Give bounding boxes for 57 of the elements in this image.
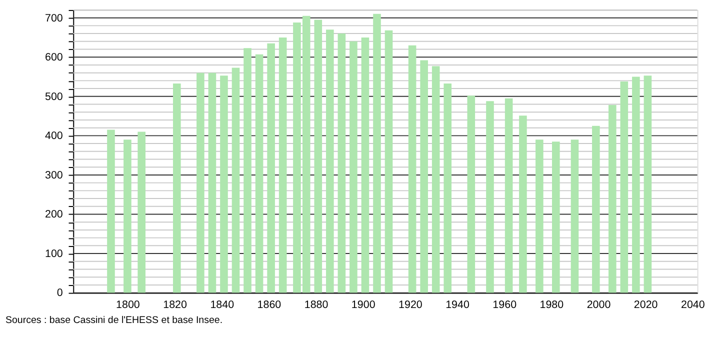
bar xyxy=(644,76,652,293)
x-tick-label: 1840 xyxy=(210,298,234,311)
bar xyxy=(570,140,579,293)
x-tick-label: 1920 xyxy=(398,298,422,311)
bar xyxy=(361,37,370,293)
y-tick-label: 0 xyxy=(56,287,63,300)
x-tick-label: 1980 xyxy=(540,298,564,311)
bar xyxy=(338,34,346,293)
bar xyxy=(420,60,428,293)
bar xyxy=(208,72,216,293)
bar xyxy=(244,48,252,293)
bar xyxy=(620,81,628,293)
x-tick-label: 2040 xyxy=(681,298,705,311)
x-tick-label: 1940 xyxy=(446,298,470,311)
x-tick-label: 1860 xyxy=(257,298,282,311)
bar xyxy=(107,130,115,293)
bar xyxy=(373,14,381,293)
bar xyxy=(467,96,476,293)
bar xyxy=(350,41,358,293)
x-tick-label: 1800 xyxy=(116,298,140,311)
y-tick-label: 700 xyxy=(45,12,63,24)
bar xyxy=(608,105,616,293)
y-tick-label: 400 xyxy=(45,130,63,142)
bar xyxy=(172,83,181,293)
x-tick-label: 1900 xyxy=(351,298,376,311)
bar xyxy=(278,37,287,293)
x-tick-label: 2020 xyxy=(634,298,658,311)
bar xyxy=(196,72,204,293)
bar xyxy=(592,126,600,293)
y-tick-label: 100 xyxy=(45,248,63,260)
bar xyxy=(255,54,264,293)
bar xyxy=(408,45,416,293)
bar xyxy=(432,66,440,293)
bar xyxy=(124,140,132,293)
y-tick-label: 600 xyxy=(45,52,63,64)
y-tick-label: 200 xyxy=(45,208,63,221)
bar xyxy=(326,30,334,293)
bar xyxy=(138,132,146,293)
bar xyxy=(552,142,560,293)
bar xyxy=(486,101,494,293)
y-tick-label: 300 xyxy=(45,169,63,182)
bar xyxy=(444,83,452,293)
bar xyxy=(220,76,228,293)
bar xyxy=(504,98,513,293)
bar xyxy=(519,116,527,293)
bar xyxy=(384,30,393,293)
x-tick-label: 2000 xyxy=(586,298,611,311)
bar xyxy=(632,76,640,293)
x-tick-label: 1880 xyxy=(304,298,328,311)
y-tick-label: 500 xyxy=(45,90,63,103)
bar xyxy=(536,140,544,293)
bar xyxy=(314,20,322,293)
bar xyxy=(267,43,275,293)
x-tick-label: 1820 xyxy=(163,298,187,311)
source-note: Sources : base Cassini de l'EHESS et base Insee. xyxy=(6,315,223,326)
bar xyxy=(232,68,240,293)
x-tick-label: 1960 xyxy=(492,298,517,311)
